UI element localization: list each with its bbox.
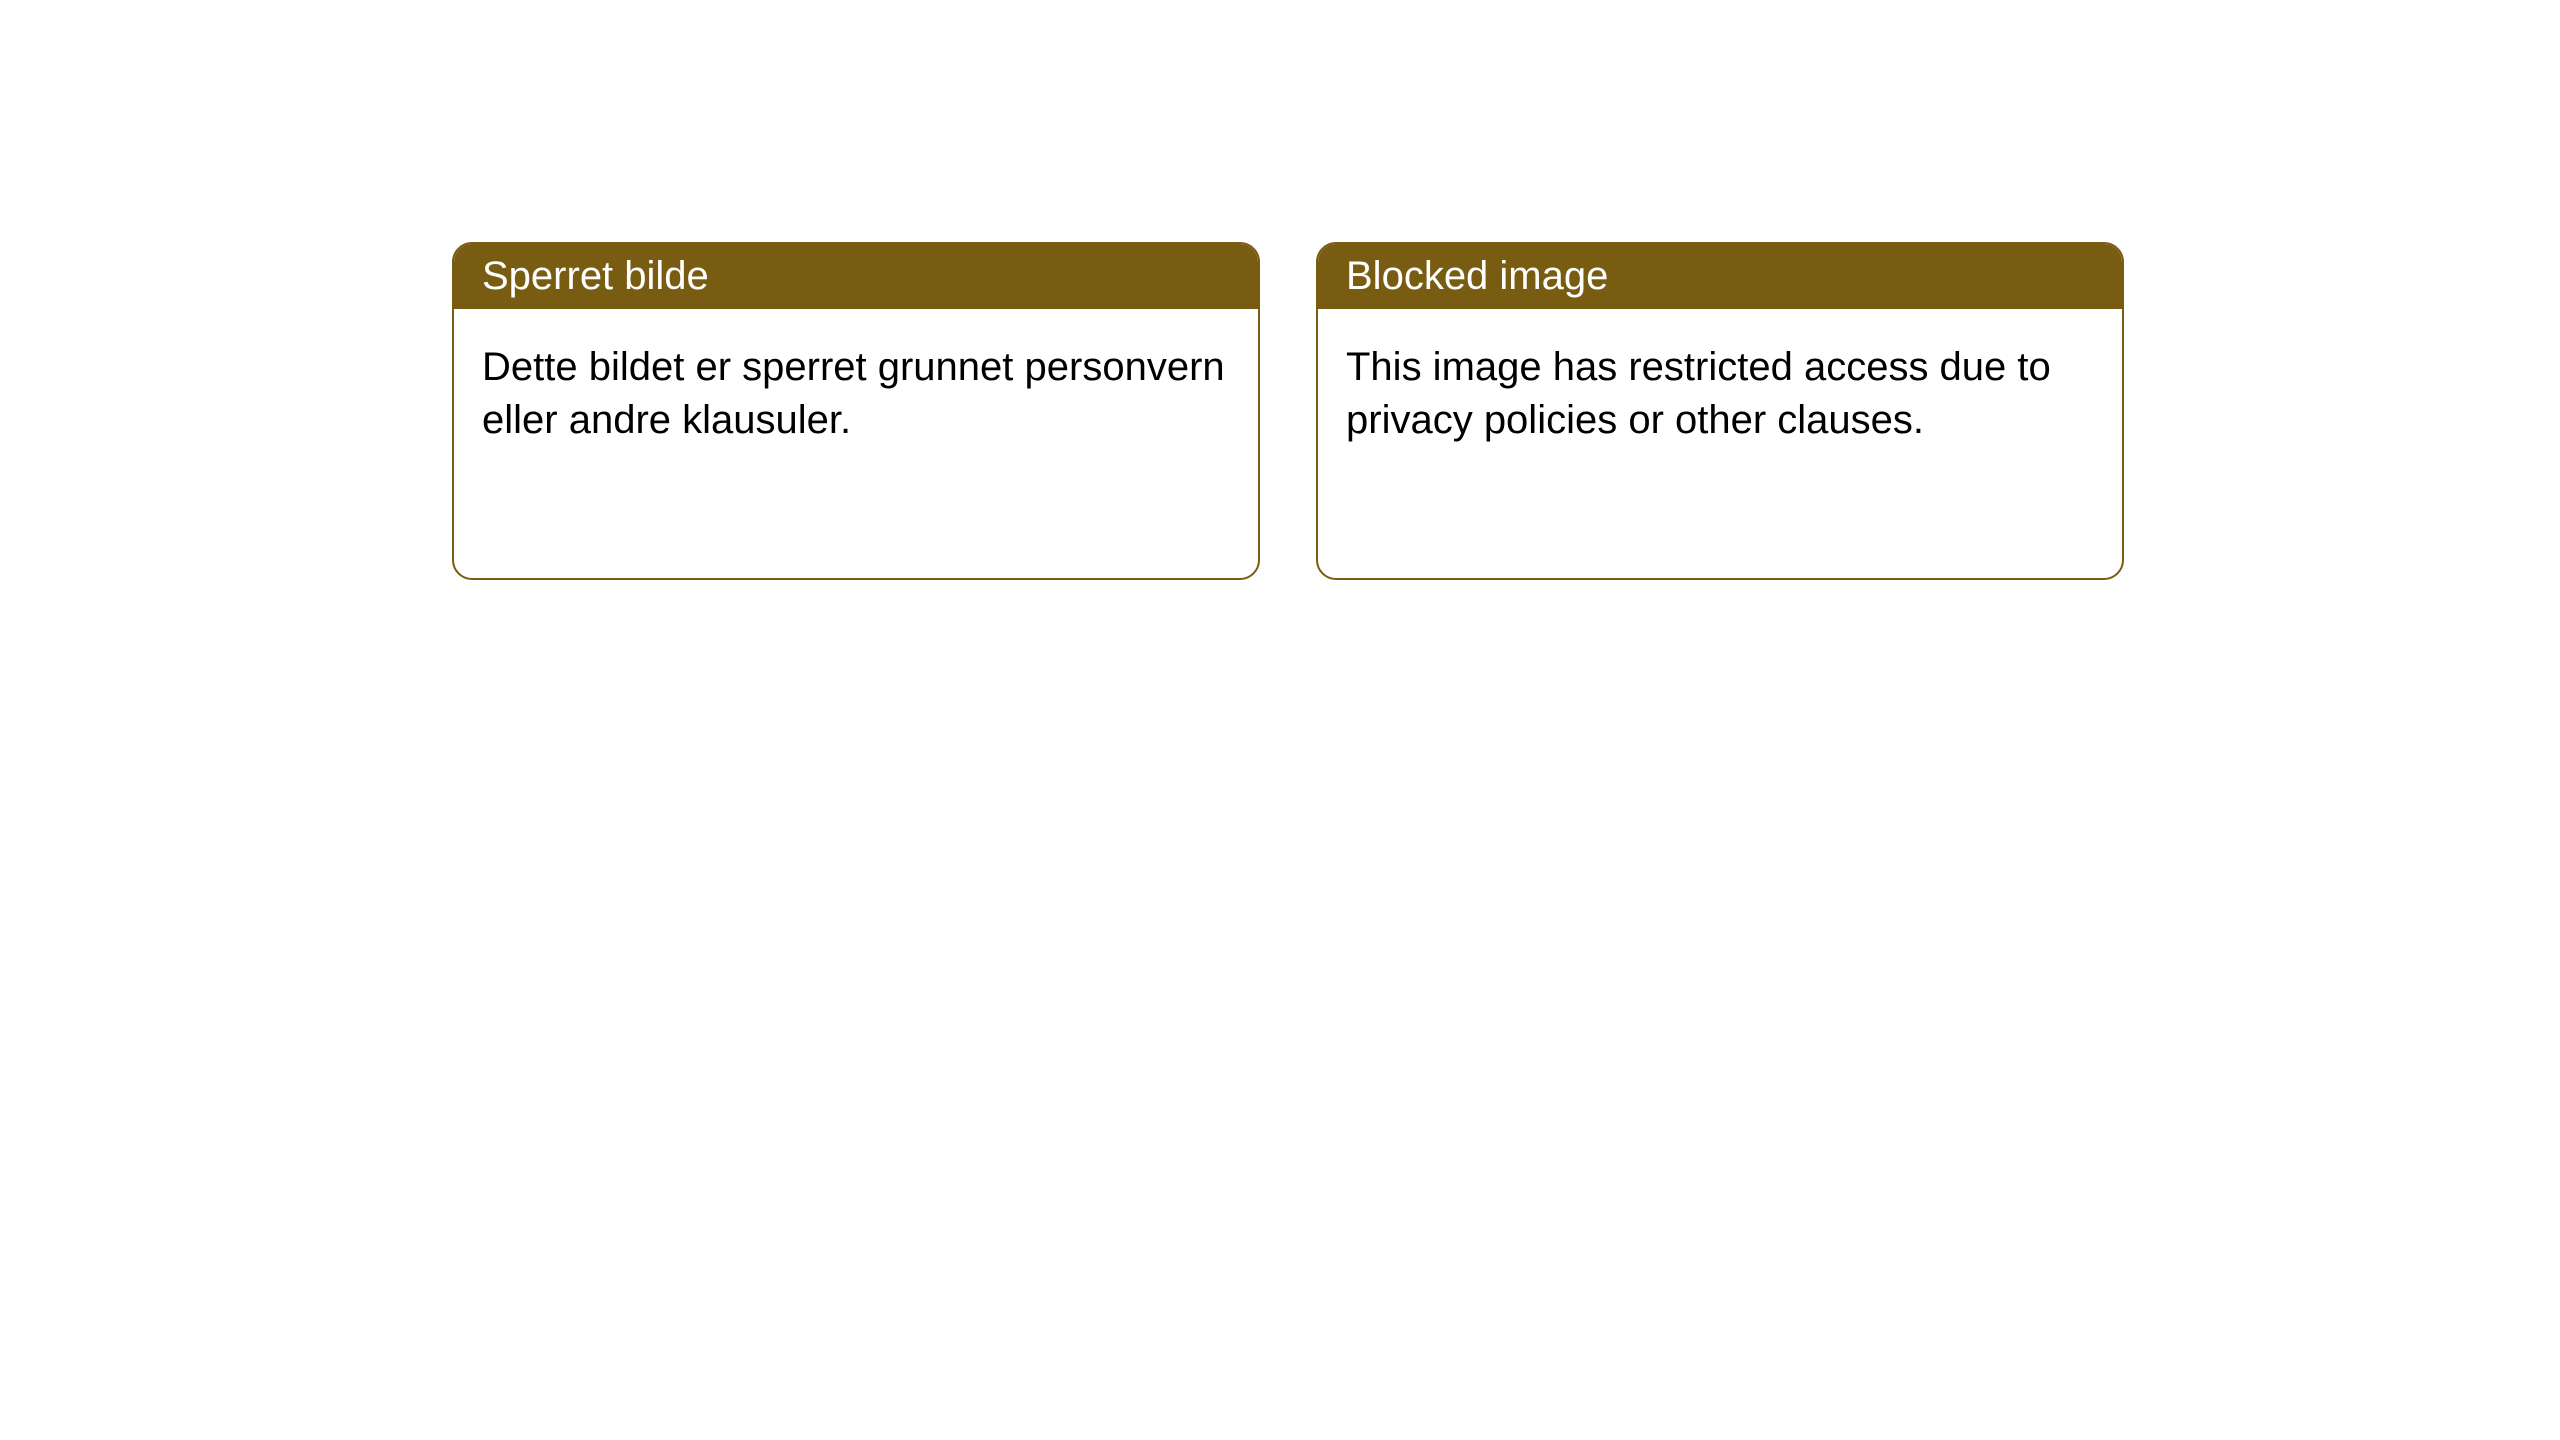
- notice-container: Sperret bilde Dette bildet er sperret gr…: [0, 0, 2560, 580]
- notice-title: Sperret bilde: [454, 244, 1258, 309]
- notice-card-norwegian: Sperret bilde Dette bildet er sperret gr…: [452, 242, 1260, 580]
- notice-body: This image has restricted access due to …: [1318, 309, 2122, 479]
- notice-title: Blocked image: [1318, 244, 2122, 309]
- notice-body: Dette bildet er sperret grunnet personve…: [454, 309, 1258, 479]
- notice-card-english: Blocked image This image has restricted …: [1316, 242, 2124, 580]
